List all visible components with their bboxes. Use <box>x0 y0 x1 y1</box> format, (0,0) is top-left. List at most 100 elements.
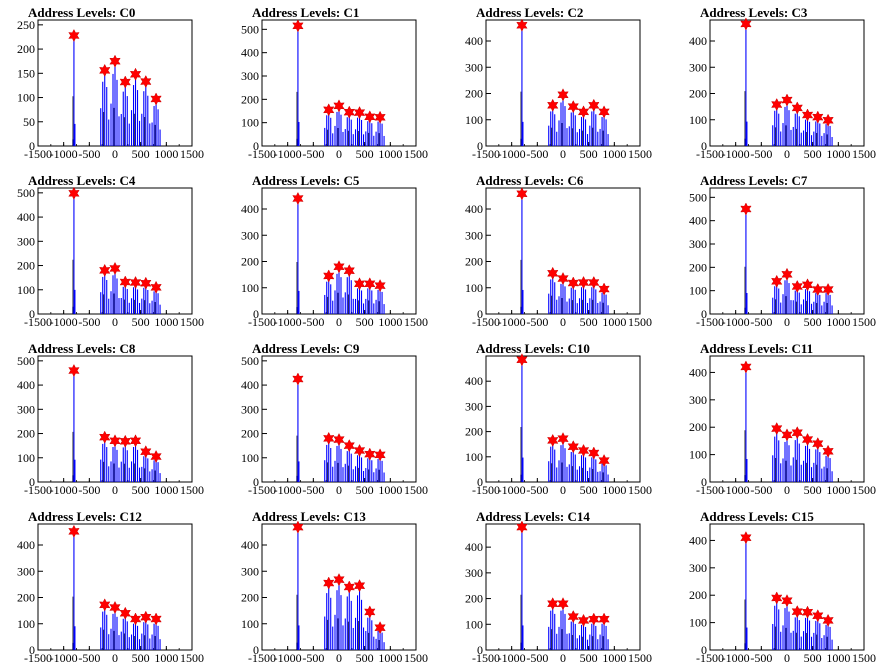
y-tick-label: 0 <box>29 139 35 153</box>
y-tick-label: 300 <box>241 402 259 416</box>
peak-marker <box>333 260 345 274</box>
y-tick-label: 0 <box>253 475 259 489</box>
chart-panel-1: Address Levels: C1-1500-1000 -500 0 500 1000… <box>241 5 428 161</box>
x-tick-label: 1500 <box>628 483 652 497</box>
peak-marker <box>68 363 80 378</box>
peak-marker <box>353 579 366 593</box>
peak-marker <box>323 576 335 590</box>
peak-marker <box>567 440 579 454</box>
chart-panel-4: Address Levels: C4-1500-1000 -500 0 500 1000… <box>17 173 204 329</box>
x-tick-label: 500 <box>580 147 598 161</box>
peak-marker <box>129 275 142 290</box>
y-tick-label: 100 <box>17 283 35 297</box>
y-tick-label: 200 <box>689 87 707 101</box>
y-tick-label: 0 <box>253 643 259 657</box>
peak-marker <box>353 277 366 291</box>
x-tick-label: -1000 <box>50 651 78 665</box>
peak-marker <box>588 275 600 290</box>
y-tick-label: 500 <box>241 354 259 368</box>
x-tick-label: -500 <box>750 483 772 497</box>
peak-marker <box>292 520 304 534</box>
y-tick-label: 300 <box>465 566 483 580</box>
x-tick-label: -1000 <box>50 315 78 329</box>
y-tick-label: 300 <box>465 60 483 74</box>
chart-panel-5: Address Levels: C5-1500-1000 -500 0 500 1000… <box>241 173 428 329</box>
peak-marker <box>812 282 824 297</box>
chart-title: Address Levels: C2 <box>476 5 583 20</box>
chart-panel-2: Address Levels: C2-1500-1000 -500 0 500 1000… <box>465 5 652 161</box>
y-tick-label: 100 <box>689 616 707 630</box>
x-tick-label: -1500 <box>696 483 724 497</box>
x-tick-label: -1500 <box>696 651 724 665</box>
x-tick-label: -1000 <box>498 483 526 497</box>
peak-marker <box>781 594 793 608</box>
peak-marker <box>557 597 569 611</box>
peak-marker <box>822 444 834 458</box>
x-tick-label: 1500 <box>852 147 876 161</box>
peak-marker <box>150 280 162 294</box>
x-tick-label: -500 <box>302 315 324 329</box>
peak-marker <box>781 267 793 281</box>
peak-marker <box>598 282 610 296</box>
x-tick-label: 1000 <box>602 651 626 665</box>
y-tick-label: 300 <box>17 402 35 416</box>
x-tick-label: -500 <box>750 651 772 665</box>
y-tick-label: 400 <box>241 378 259 392</box>
y-tick-label: 400 <box>17 378 35 392</box>
y-tick-label: 400 <box>17 538 35 552</box>
x-tick-label: 500 <box>132 315 150 329</box>
y-tick-label: 100 <box>241 617 259 631</box>
y-tick-label: 50 <box>23 115 35 129</box>
peak-marker <box>812 110 824 124</box>
peak-marker <box>140 610 152 624</box>
peak-marker <box>364 605 376 619</box>
peak-marker <box>771 97 783 112</box>
x-tick-label: 500 <box>356 651 374 665</box>
y-tick-label: 400 <box>689 34 707 48</box>
x-tick-label: -1000 <box>498 147 526 161</box>
x-tick-label: -1000 <box>274 483 302 497</box>
peak-marker <box>364 277 376 291</box>
peak-marker <box>547 98 559 112</box>
x-tick-label: -500 <box>78 315 100 329</box>
x-tick-label: 1000 <box>378 147 402 161</box>
peak-marker <box>557 88 569 102</box>
peak-marker <box>822 113 834 127</box>
x-tick-label: -500 <box>78 147 100 161</box>
y-tick-label: 300 <box>689 561 707 575</box>
y-tick-label: 200 <box>17 591 35 605</box>
peak-marker <box>547 433 559 447</box>
y-tick-label: 200 <box>465 87 483 101</box>
peak-marker <box>343 105 355 119</box>
peak-marker <box>577 443 590 458</box>
chart-title: Address Levels: C14 <box>476 509 590 524</box>
chart-panel-15: Address Levels: C15 -1500-1000 -500 0 500 100… <box>689 509 876 665</box>
peak-marker <box>598 454 610 468</box>
x-tick-label: -1000 <box>722 651 750 665</box>
y-tick-label: 300 <box>17 564 35 578</box>
x-tick-label: 1500 <box>628 651 652 665</box>
x-tick-label: 1000 <box>154 651 178 665</box>
peak-marker <box>516 353 528 367</box>
chart-title: Address Levels: C8 <box>28 341 136 356</box>
x-tick-label: 1500 <box>180 147 204 161</box>
x-tick-label: 0 <box>112 651 118 665</box>
y-tick-label: 200 <box>17 42 35 56</box>
x-tick-label: 1000 <box>154 147 178 161</box>
peak-marker <box>119 275 131 289</box>
peak-marker <box>323 103 335 117</box>
peak-marker <box>740 202 752 216</box>
peak-marker <box>791 101 803 115</box>
x-tick-label: -500 <box>526 651 548 665</box>
x-tick-label: 500 <box>132 147 150 161</box>
x-tick-label: 1500 <box>180 651 204 665</box>
y-tick-label: 0 <box>477 475 483 489</box>
chart-title: Address Levels: C10 <box>476 341 590 356</box>
y-tick-label: 300 <box>689 393 707 407</box>
chart-title: Address Levels: C5 <box>252 173 360 188</box>
y-tick-label: 300 <box>241 228 259 242</box>
y-tick-label: 400 <box>689 365 707 379</box>
x-tick-label: 1000 <box>154 483 178 497</box>
peak-marker <box>140 276 152 290</box>
